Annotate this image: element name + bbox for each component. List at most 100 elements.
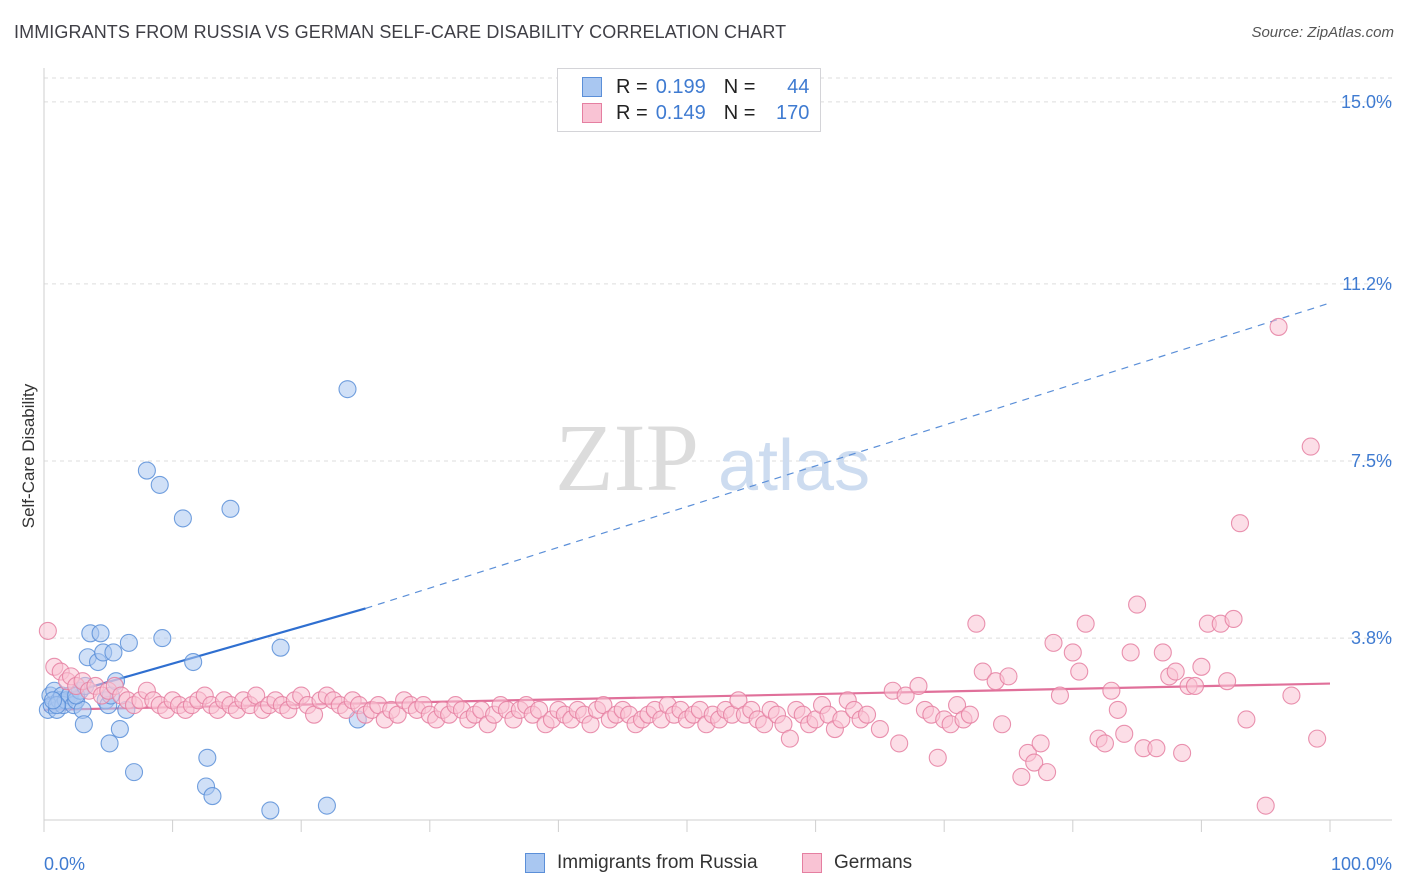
germans-point	[1224, 609, 1243, 628]
points-layer	[38, 317, 1327, 820]
russia-point	[338, 380, 357, 399]
russia-point	[203, 787, 222, 806]
germans-point	[1115, 724, 1134, 743]
legend-r-value-germans: 0.149	[655, 101, 706, 124]
germans-point	[1192, 657, 1211, 676]
y-tick-label: 3.8%	[1351, 628, 1392, 648]
source-label: Source: ZipAtlas.com	[1251, 24, 1394, 41]
watermark-zip: ZIP	[555, 404, 699, 511]
legend-n-value-germans: 170	[776, 101, 810, 124]
germans-point	[1147, 739, 1166, 758]
russia-point	[124, 763, 144, 782]
germans-point	[1301, 437, 1320, 456]
russia-point	[184, 652, 203, 672]
russia-point	[110, 719, 129, 739]
germans-point	[38, 621, 57, 640]
germans-point	[967, 614, 986, 633]
chart-title: IMMIGRANTS FROM RUSSIA VS GERMAN SELF-CA…	[14, 22, 787, 42]
series-legend: Immigrants from Russia Germans	[0, 852, 1406, 878]
legend-row-germans: R = 0.149 N = 170	[582, 100, 809, 126]
series-swatch-russia	[525, 853, 545, 873]
germans-point	[1063, 643, 1082, 662]
germans-point	[909, 676, 928, 696]
legend-row-russia: R = 0.199 N = 44	[582, 74, 809, 100]
germans-point	[1308, 729, 1327, 748]
germans-point	[1269, 317, 1288, 336]
series-label-germans: Germans	[834, 852, 913, 873]
grid-layer	[44, 77, 1392, 639]
russia-point	[153, 629, 172, 648]
germans-point	[1173, 743, 1192, 763]
germans-point	[1153, 643, 1172, 662]
russia-point	[74, 715, 93, 734]
series-legend-russia: Immigrants from Russia	[525, 852, 758, 874]
germans-point	[1166, 662, 1185, 681]
germans-point	[1031, 734, 1050, 753]
russia-point	[91, 624, 110, 643]
legend-n-label: N =	[723, 101, 756, 124]
russia-point	[261, 801, 280, 820]
germans-point	[1282, 686, 1301, 705]
germans-point	[1230, 514, 1250, 533]
legend-swatch-germans	[582, 103, 602, 123]
russia-point	[43, 691, 63, 710]
germans-point	[1025, 753, 1044, 772]
russia-point	[221, 499, 240, 518]
legend-r-value-russia: 0.199	[655, 75, 706, 98]
russia-point	[119, 633, 138, 652]
russia-point	[198, 748, 217, 767]
germans-point	[896, 686, 915, 705]
x-tick-label: 100.0%	[1331, 854, 1392, 874]
germans-point	[1121, 643, 1140, 662]
y-tick-label: 15.0%	[1341, 92, 1392, 112]
watermark: ZIP atlas	[555, 404, 870, 511]
y-tick-label: 7.5%	[1351, 451, 1392, 471]
germans-point	[857, 705, 877, 724]
germans-point	[999, 667, 1018, 686]
series-legend-germans: Germans	[802, 852, 912, 874]
germans-point	[960, 705, 979, 724]
y-axis-label: Self-Care Disability	[19, 383, 38, 528]
germans-point	[928, 748, 947, 767]
legend-swatch-russia	[582, 77, 602, 97]
russia-point	[271, 638, 290, 657]
germans-point	[832, 710, 851, 729]
germans-point	[973, 662, 992, 681]
russia-point	[104, 643, 123, 662]
russia-point	[173, 509, 192, 528]
germans-point	[1218, 672, 1237, 691]
ticks-layer: 3.8% 7.5% 11.2% 15.0% 0.0% 100.0%	[44, 92, 1392, 874]
y-tick-label: 11.2%	[1342, 274, 1392, 294]
germans-point	[1095, 734, 1114, 753]
watermark-atlas: atlas	[718, 426, 870, 506]
russia-point	[317, 796, 336, 815]
germans-point	[780, 729, 799, 748]
correlation-legend: R = 0.199 N = 44 R = 0.149 N = 170	[557, 68, 821, 132]
legend-n-label: N =	[723, 75, 756, 98]
germans-point	[1038, 763, 1057, 782]
germans-point	[890, 734, 909, 753]
germans-point	[1256, 796, 1275, 815]
russia-point	[100, 734, 119, 753]
germans-point	[1102, 681, 1121, 700]
germans-point	[1185, 676, 1205, 696]
germans-point	[870, 719, 889, 739]
legend-n-value-russia: 44	[787, 75, 810, 98]
legend-r-label: R =	[616, 101, 648, 124]
germans-point	[1050, 686, 1069, 705]
germans-point	[1128, 595, 1147, 614]
legend-r-label: R =	[616, 75, 648, 98]
germans-point	[1076, 614, 1095, 633]
germans-point	[993, 715, 1012, 734]
x-tick-label: 0.0%	[44, 854, 85, 874]
germans-point	[1070, 662, 1089, 681]
russia-point	[150, 475, 169, 494]
series-swatch-germans	[802, 853, 822, 873]
germans-point	[1044, 633, 1063, 652]
germans-point	[1237, 710, 1256, 729]
germans-point	[1012, 767, 1031, 786]
russia-point	[137, 461, 156, 480]
germans-point	[1108, 700, 1127, 719]
russia-trend-extension	[365, 302, 1331, 609]
